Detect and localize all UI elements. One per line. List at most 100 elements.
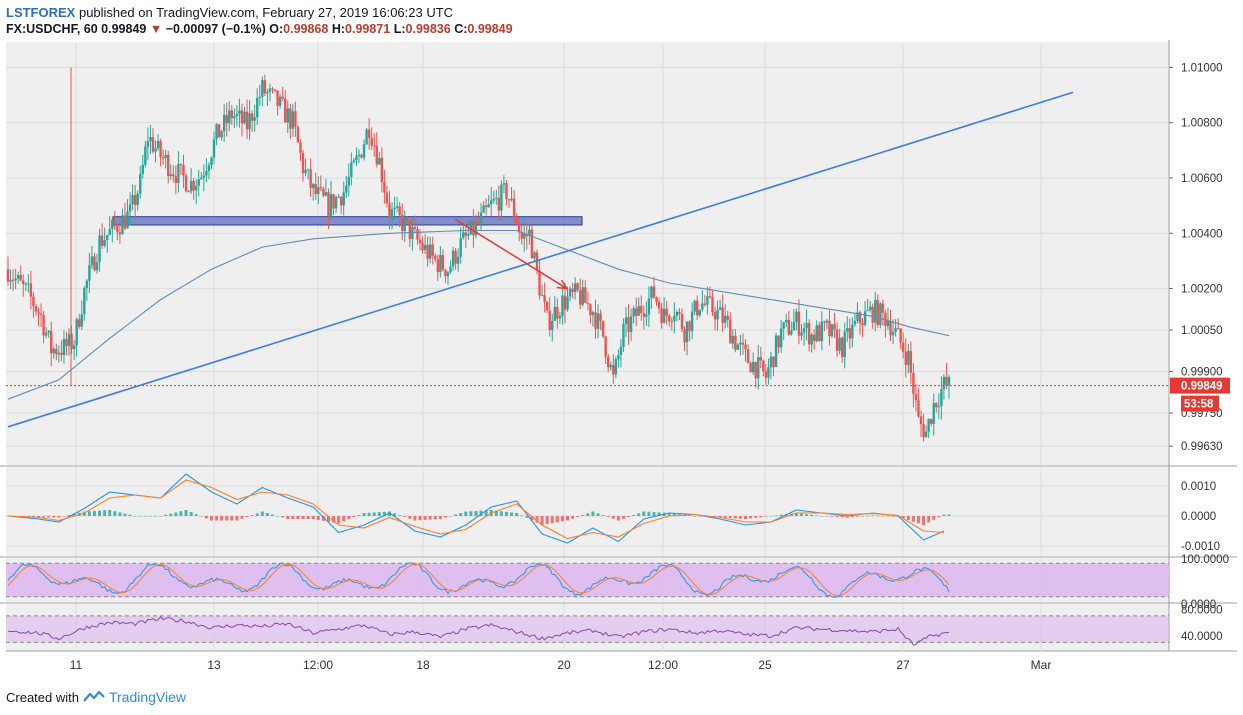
macd-histogram-bar: [520, 515, 524, 516]
candle-body: [896, 328, 900, 330]
x-tick-label: 25: [758, 658, 772, 672]
macd-histogram-bar: [72, 513, 76, 516]
candle-body: [70, 333, 73, 350]
candle-body: [785, 319, 788, 323]
candle-body: [24, 283, 28, 285]
candle-body: [184, 175, 188, 192]
candle-body: [477, 222, 480, 224]
macd-histogram-bar: [337, 516, 341, 524]
candle-body: [741, 342, 745, 345]
candle-body: [545, 301, 549, 311]
candle-body: [398, 206, 401, 216]
candle-body: [815, 325, 818, 342]
candle-body: [535, 252, 539, 271]
candle-body: [866, 310, 869, 312]
candle-body: [800, 332, 803, 336]
macd-histogram-bar: [82, 511, 86, 516]
candle-body: [105, 234, 109, 241]
candle-body: [945, 376, 948, 386]
macd-histogram-bar: [515, 513, 519, 516]
macd-histogram-bar: [184, 510, 188, 516]
x-tick-label: 13: [207, 658, 221, 672]
ohlc-line: FX:USDCHF, 60 0.99849 ▼ −0.00097 (−0.1%)…: [6, 21, 513, 38]
macd-signal-line: [7, 479, 944, 540]
candle-body: [512, 198, 516, 218]
candle-body: [805, 322, 808, 329]
macd-histogram-bar: [433, 516, 437, 520]
candle-body: [502, 183, 506, 185]
candle-body: [909, 350, 913, 373]
tradingview-logo-icon: [83, 690, 105, 702]
candle-body: [907, 350, 910, 365]
candle-body: [464, 232, 467, 236]
tradingview-brand[interactable]: TradingView: [108, 689, 187, 705]
candle-body: [75, 319, 78, 346]
macd-histogram-bar: [296, 516, 300, 519]
candle-body: [111, 220, 114, 229]
candle-body: [446, 272, 450, 277]
candle-body: [899, 328, 902, 343]
panel-background: [6, 467, 1169, 556]
candle-body: [858, 312, 862, 324]
candle-body: [543, 295, 546, 302]
macd-histogram-bar: [423, 516, 427, 520]
candle-body: [718, 307, 722, 310]
macd-histogram-bar: [204, 516, 208, 519]
macd-histogram-bar: [810, 514, 814, 516]
macd-histogram-bar: [311, 516, 315, 519]
candle-body: [93, 256, 96, 271]
candle-body: [395, 206, 399, 208]
chart-canvas[interactable]: 11 13 12:00 18 20 12:00 25 27 Mar 1.01000 1.00800 1…: [0, 40, 1243, 675]
rsi-tick-label: 80.0000: [1181, 604, 1223, 616]
candle-body: [490, 200, 493, 205]
macd-histogram-bar: [611, 516, 615, 519]
candle-body: [830, 324, 834, 337]
macd-histogram-bar: [459, 513, 463, 516]
macd-histogram-bar: [718, 516, 722, 518]
candle-body: [212, 139, 216, 158]
candle-body: [332, 194, 335, 209]
macd-histogram-bar: [225, 516, 229, 521]
high-label: H:: [331, 22, 346, 36]
macd-histogram-bar: [301, 516, 305, 519]
candle-body: [451, 250, 455, 267]
candle-body: [563, 295, 567, 310]
candle-body: [205, 170, 208, 176]
macd-line: [7, 473, 945, 544]
published-text: published on TradingView.com, February 2…: [78, 5, 454, 20]
macd-histogram-bar: [672, 513, 676, 516]
candle-body: [164, 154, 167, 159]
candle-body: [721, 307, 724, 323]
macd-histogram-bar: [799, 513, 803, 516]
macd-histogram-bar: [855, 516, 859, 517]
candle-body: [940, 389, 943, 407]
open-value: 0.99868: [283, 22, 329, 36]
candle-body: [540, 295, 544, 297]
candle-body: [820, 321, 824, 341]
macd-histogram-bar: [362, 513, 366, 516]
macd-histogram-bar: [916, 516, 920, 524]
candle-body: [72, 345, 76, 350]
candle-body: [156, 140, 160, 149]
candle-body: [467, 234, 470, 236]
macd-histogram-bar: [499, 511, 503, 516]
publisher-name[interactable]: LSTFOREX: [6, 5, 76, 20]
macd-histogram-bar: [413, 516, 417, 521]
candle-body: [401, 215, 404, 232]
candle-body: [19, 275, 22, 281]
candle-body: [118, 232, 122, 235]
candle-body: [912, 372, 915, 394]
macd-histogram-bar: [316, 516, 320, 520]
candle-body: [85, 280, 89, 289]
macd-histogram-bar: [764, 516, 768, 517]
candle-body: [431, 244, 434, 256]
candle-body: [233, 116, 236, 119]
candle-body: [289, 108, 292, 129]
candle-body: [558, 315, 562, 319]
macd-histogram-bar: [504, 511, 508, 516]
candle-body: [139, 173, 142, 194]
open-label: O:: [269, 22, 284, 36]
stoch-k-line: [7, 562, 950, 598]
candle-body: [876, 299, 879, 326]
candle-body: [904, 351, 907, 365]
